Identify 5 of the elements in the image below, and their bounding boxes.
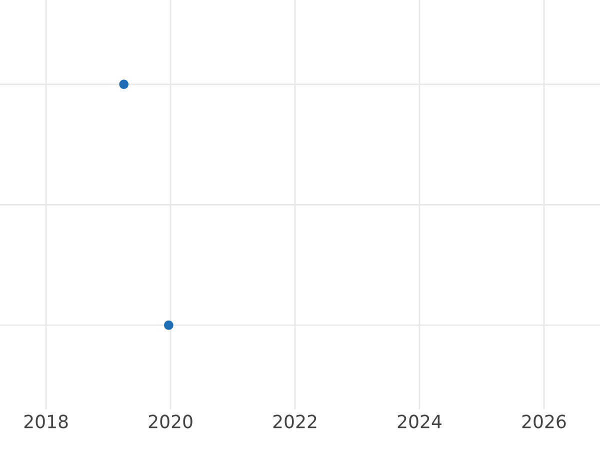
x-tick-label: 2024 — [398, 414, 442, 428]
x-tick-label: 2026 — [522, 414, 566, 428]
x-tick-label: 2022 — [273, 414, 316, 428]
x-tick-label: 2018 — [24, 414, 68, 428]
x-tick-label: 2020 — [148, 414, 192, 428]
